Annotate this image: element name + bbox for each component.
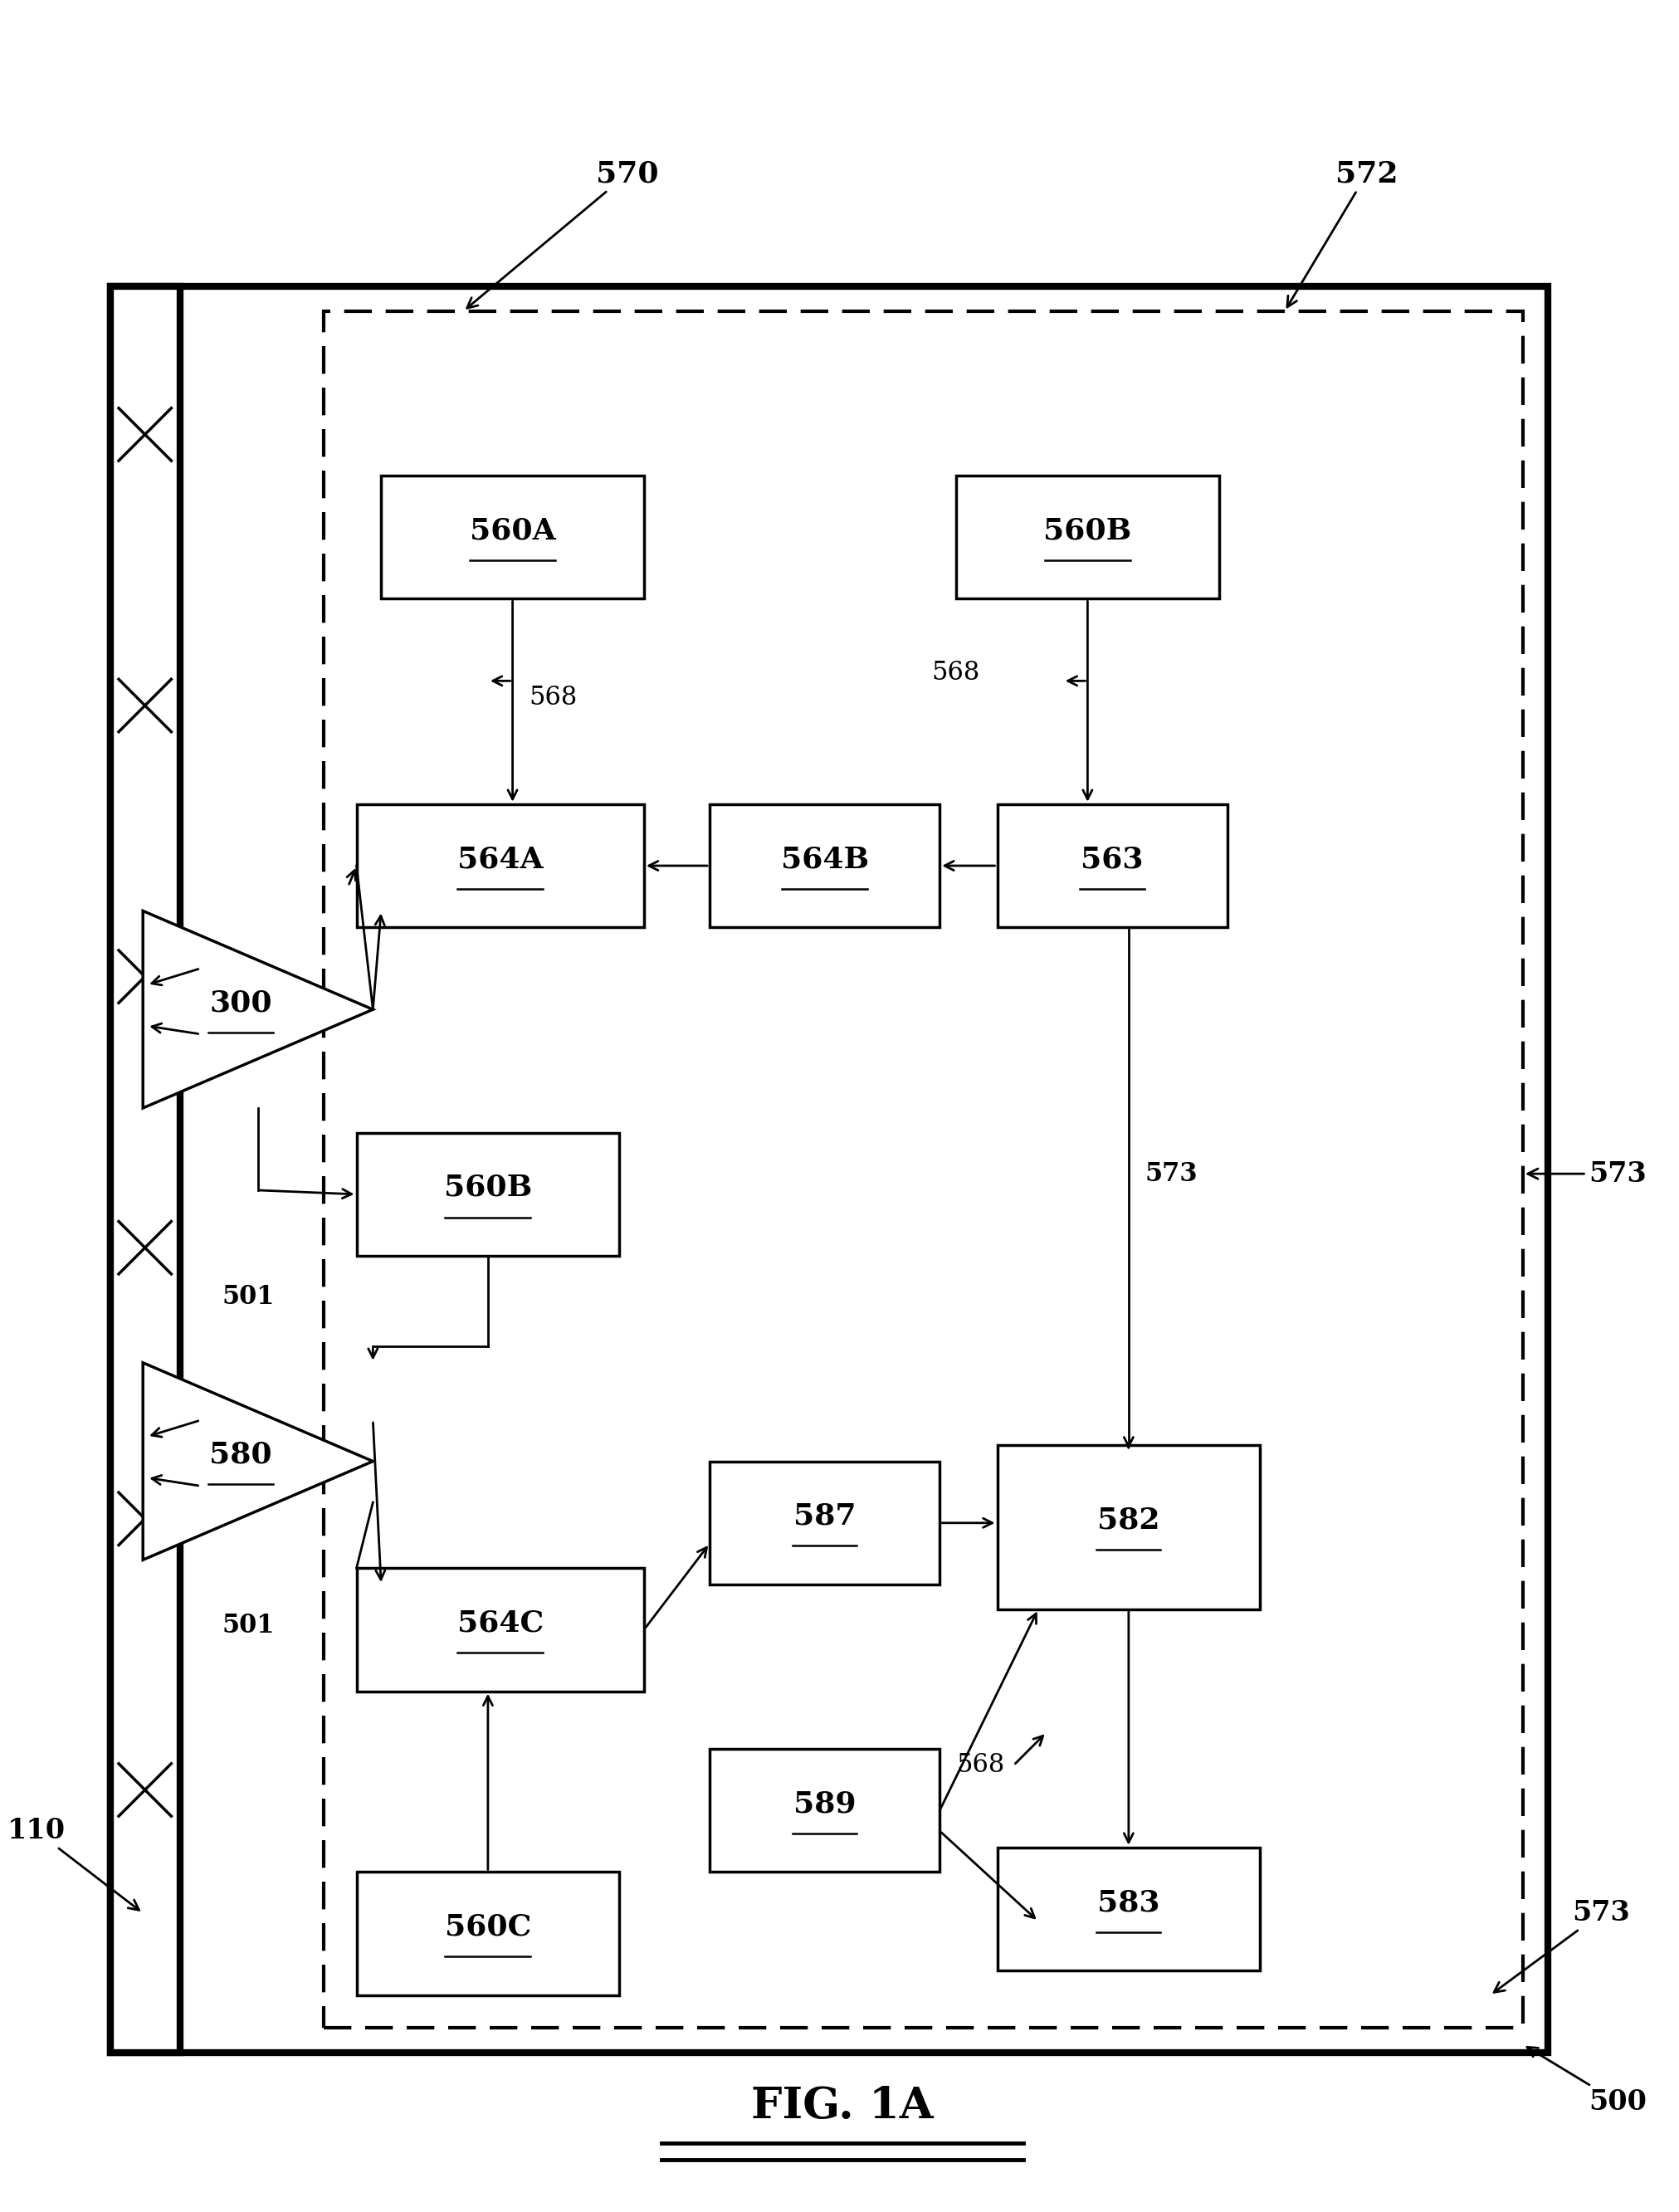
Text: 583: 583 — [1098, 1889, 1160, 1916]
Bar — [997, 805, 1227, 927]
Bar — [955, 476, 1219, 599]
Text: 564A: 564A — [457, 845, 544, 874]
Bar — [381, 476, 645, 599]
Text: 500: 500 — [1528, 2046, 1647, 2115]
Text: 587: 587 — [794, 1502, 856, 1531]
Text: 582: 582 — [1098, 1506, 1160, 1535]
Text: 589: 589 — [794, 1790, 856, 1818]
Text: FIG. 1A: FIG. 1A — [751, 2086, 934, 2128]
Bar — [997, 1444, 1259, 1608]
Text: 568: 568 — [955, 1752, 1004, 1778]
Bar — [111, 288, 1548, 2053]
Bar — [324, 312, 1523, 2028]
Text: 560A: 560A — [470, 515, 556, 544]
Text: 564B: 564B — [781, 845, 868, 874]
Text: 580: 580 — [210, 1440, 272, 1469]
Text: 300: 300 — [210, 989, 272, 1018]
Text: 564C: 564C — [457, 1608, 544, 1637]
Text: 573: 573 — [1528, 1159, 1647, 1188]
Text: 501: 501 — [222, 1285, 274, 1310]
Text: 560B: 560B — [443, 1175, 532, 1201]
Bar — [356, 1568, 645, 1692]
Text: 501: 501 — [222, 1613, 274, 1639]
Polygon shape — [143, 911, 373, 1108]
Text: 572: 572 — [1288, 159, 1399, 307]
Bar — [356, 1133, 620, 1256]
Text: 560C: 560C — [445, 1913, 531, 1942]
Text: 570: 570 — [467, 159, 658, 307]
Text: 573: 573 — [1494, 1900, 1630, 1993]
Bar — [356, 1871, 620, 1995]
Bar — [111, 288, 180, 2053]
Bar — [356, 805, 645, 927]
Bar — [710, 805, 940, 927]
Text: 110: 110 — [7, 1818, 139, 1911]
Polygon shape — [143, 1363, 373, 1559]
Text: 568: 568 — [932, 659, 981, 686]
Text: 568: 568 — [529, 684, 578, 710]
Text: 573: 573 — [1145, 1161, 1197, 1186]
Text: 563: 563 — [1081, 845, 1143, 874]
Bar — [997, 1847, 1259, 1971]
Text: 560B: 560B — [1043, 515, 1132, 544]
Bar — [710, 1462, 940, 1584]
Bar — [710, 1750, 940, 1871]
